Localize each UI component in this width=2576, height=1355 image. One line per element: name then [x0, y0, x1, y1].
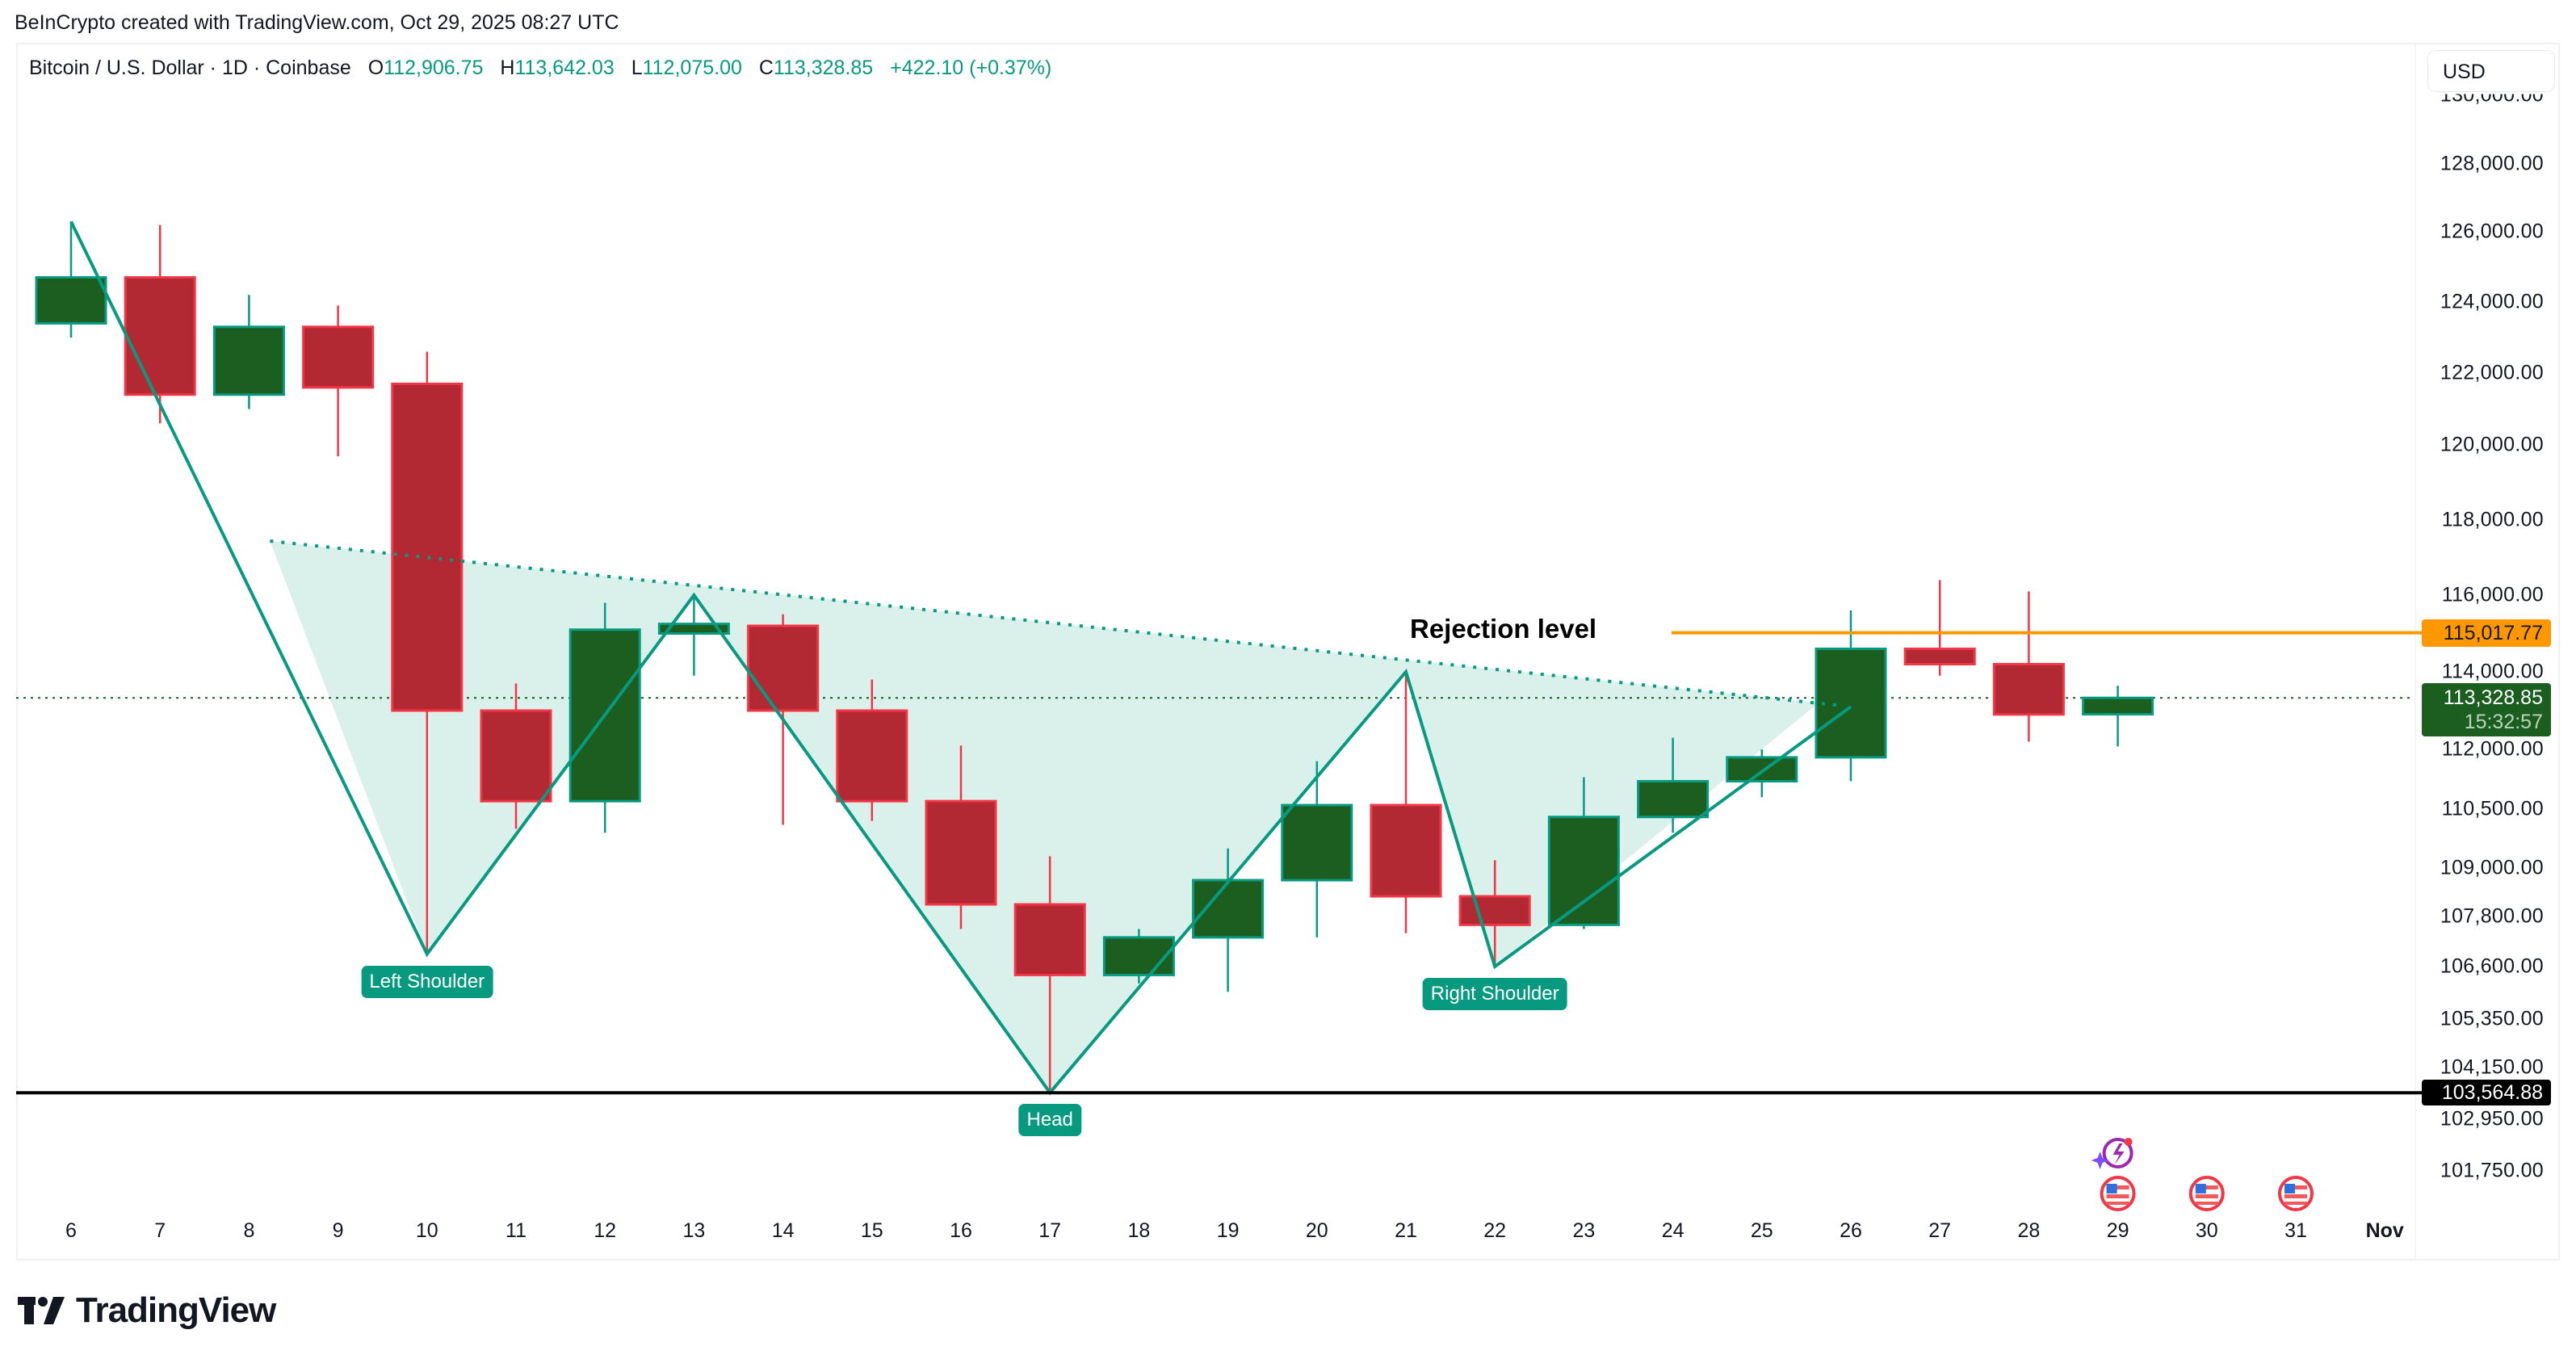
head-label[interactable]: Head	[1018, 1104, 1081, 1137]
price-axis-tick: 110,500.00	[2441, 797, 2544, 820]
time-axis-tick: 10	[415, 1219, 438, 1242]
price-axis-tick: 114,000.00	[2441, 660, 2544, 683]
price-axis-tick: 128,000.00	[2440, 152, 2544, 175]
low-value: 112,075.00	[642, 57, 742, 79]
candle-body	[925, 799, 997, 906]
price-axis-tick: 101,750.00	[2440, 1159, 2544, 1182]
open-label: O	[367, 57, 384, 79]
last-price-value: 113,328.85	[2443, 686, 2543, 710]
chart-frame	[16, 43, 2560, 1261]
tradingview-logo[interactable]: TradingView	[18, 1290, 276, 1331]
left-shoulder-label[interactable]: Left Shoulder	[361, 965, 493, 998]
price-axis-tick: 106,600.00	[2440, 954, 2544, 978]
candle-body	[480, 709, 552, 803]
price-axis-tick: 130,000.00	[2440, 83, 2544, 107]
price-axis-tick: 118,000.00	[2441, 508, 2544, 531]
close-value: 113,328.85	[773, 57, 874, 79]
candle-body	[1726, 756, 1798, 782]
time-axis-tick: 23	[1572, 1219, 1596, 1242]
currency-button[interactable]: USD	[2427, 50, 2555, 92]
time-axis-tick: 15	[860, 1219, 883, 1242]
tradingview-wordmark: TradingView	[76, 1290, 276, 1330]
time-axis-tick: 12	[594, 1219, 617, 1242]
open-value: 112,906.75	[384, 57, 484, 79]
pattern-fill-area	[270, 540, 1819, 1093]
price-axis-tick: 124,000.00	[2440, 290, 2544, 313]
time-axis-tick: 18	[1127, 1219, 1151, 1242]
price-axis-tick: 120,000.00	[2440, 433, 2544, 456]
time-axis-tick: 9	[332, 1219, 344, 1242]
support-price-tag: 103,564.88	[2422, 1080, 2551, 1106]
time-axis-tick: 27	[1928, 1219, 1952, 1242]
candle-body	[212, 325, 285, 396]
price-axis-tick: 102,950.00	[2440, 1107, 2544, 1131]
low-label: L	[631, 57, 643, 79]
time-axis-tick: 25	[1750, 1219, 1773, 1242]
time-axis-tick: 24	[1661, 1219, 1684, 1242]
time-axis-tick: 30	[2195, 1219, 2218, 1242]
chart-credit: BeInCrypto created with TradingView.com,…	[15, 11, 619, 34]
price-axis-tick: 105,350.00	[2440, 1007, 2544, 1030]
tradingview-logo-icon	[18, 1297, 65, 1324]
change-value: +422.10 (+0.37%)	[890, 57, 1052, 79]
candle-body	[1013, 903, 1086, 976]
time-axis-tick: 21	[1395, 1219, 1417, 1242]
candle-body	[1370, 803, 1442, 898]
candle-body	[124, 276, 196, 396]
rejection-level-label[interactable]: Rejection level	[1410, 614, 1597, 644]
time-axis-tick: 29	[2106, 1219, 2129, 1242]
last-price-tag: 113,328.85 15:32:57	[2422, 683, 2551, 737]
high-label: H	[500, 57, 515, 79]
time-axis-tick: 31	[2284, 1219, 2307, 1242]
candle-body	[1992, 663, 2065, 716]
candle-body	[657, 623, 730, 635]
time-axis-tick: 11	[506, 1219, 527, 1242]
bar-countdown: 15:32:57	[2464, 711, 2543, 734]
rejection-price-tag: 115,017.77	[2422, 619, 2551, 647]
candle-body	[2082, 696, 2154, 715]
time-axis-tick: 6	[65, 1219, 77, 1242]
price-axis-separator	[2414, 44, 2416, 1259]
time-axis-tick: 19	[1216, 1219, 1240, 1242]
price-axis-tick: 122,000.00	[2440, 361, 2544, 384]
time-axis-tick: 17	[1038, 1219, 1062, 1242]
price-axis-tick: 126,000.00	[2440, 220, 2544, 243]
time-axis-tick: 28	[2017, 1219, 2041, 1242]
right-shoulder-label[interactable]: Right Shoulder	[1422, 978, 1567, 1010]
candle-body	[391, 382, 464, 712]
earnings-event-icon	[2102, 1138, 2133, 1168]
time-axis-tick: 14	[771, 1219, 795, 1242]
candle-body	[1815, 648, 1887, 759]
price-axis-tick: 112,000.00	[2441, 737, 2544, 761]
candle-body	[302, 325, 375, 389]
candle-body	[1547, 816, 1620, 926]
symbol-legend: Bitcoin / U.S. Dollar · 1D · Coinbase O1…	[29, 57, 1051, 80]
close-label: C	[758, 57, 774, 79]
price-axis-tick: 109,000.00	[2440, 856, 2544, 879]
time-axis-tick: 7	[154, 1219, 166, 1242]
candle-body	[35, 276, 107, 325]
candle-body	[1281, 803, 1353, 882]
time-axis-tick: 22	[1483, 1219, 1507, 1242]
time-axis-tick: 26	[1840, 1219, 1862, 1242]
time-axis-tick: 8	[243, 1219, 255, 1242]
candle-body	[1458, 895, 1531, 926]
candle-body	[1102, 936, 1175, 976]
price-axis-tick: 107,800.00	[2440, 904, 2544, 928]
price-axis-tick: 104,150.00	[2440, 1055, 2544, 1079]
candle-body	[747, 624, 820, 712]
time-axis-tick: Nov	[2365, 1219, 2404, 1242]
high-value: 113,642.03	[514, 57, 615, 79]
candle-body	[1637, 779, 1710, 819]
time-axis-tick: 13	[682, 1219, 706, 1242]
time-axis-tick: 20	[1305, 1219, 1328, 1242]
price-axis-tick: 116,000.00	[2441, 583, 2544, 606]
candle-body	[1903, 648, 1976, 665]
symbol-title[interactable]: Bitcoin / U.S. Dollar · 1D · Coinbase	[29, 57, 351, 79]
candle-body	[836, 709, 908, 803]
time-axis-tick: 16	[950, 1219, 972, 1242]
